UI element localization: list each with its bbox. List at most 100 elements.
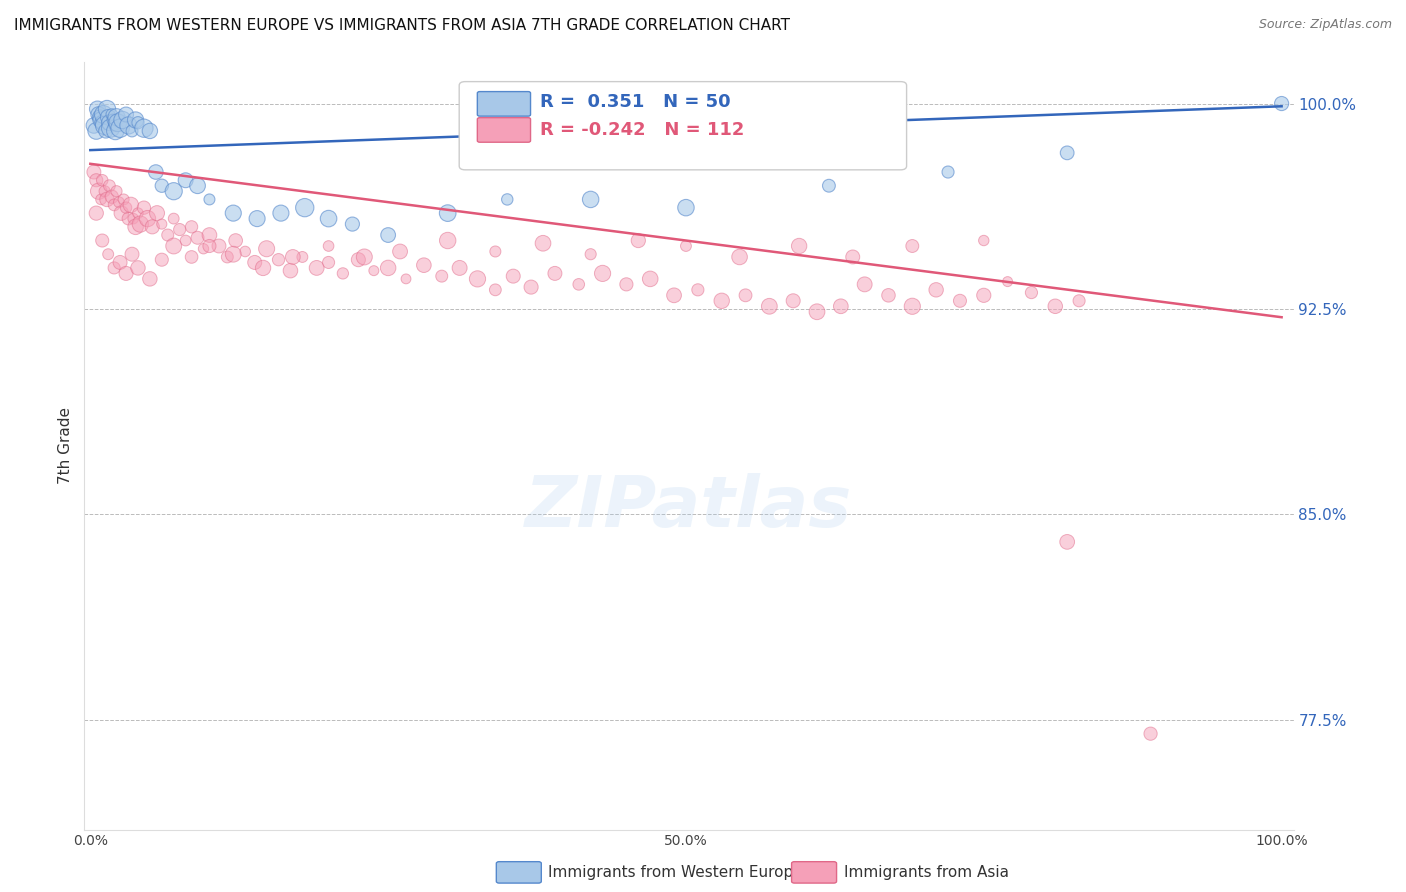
Text: Immigrants from Asia: Immigrants from Asia — [844, 865, 1008, 880]
Point — [91, 116, 114, 130]
Point — [496, 193, 519, 207]
Point — [502, 269, 524, 284]
Point — [1045, 299, 1067, 313]
Point — [973, 234, 995, 248]
FancyBboxPatch shape — [460, 81, 907, 169]
Point — [217, 250, 239, 264]
Point — [127, 260, 149, 275]
Point — [973, 288, 995, 302]
Point — [1271, 96, 1294, 111]
Point — [124, 219, 146, 234]
Point — [1056, 534, 1078, 549]
Point — [412, 258, 434, 272]
Point — [592, 266, 614, 280]
Point — [675, 201, 697, 215]
Point — [246, 211, 269, 226]
Point — [174, 173, 197, 187]
Point — [294, 201, 316, 215]
Point — [389, 244, 412, 259]
Point — [91, 173, 114, 187]
Point — [100, 189, 122, 203]
Point — [84, 124, 107, 138]
Point — [318, 211, 340, 226]
Point — [377, 227, 399, 242]
Point — [84, 173, 107, 187]
Point — [787, 239, 810, 253]
Point — [112, 193, 135, 207]
Point — [97, 110, 120, 124]
Point — [96, 193, 118, 207]
Point — [96, 102, 118, 116]
Point — [110, 206, 132, 220]
Point — [347, 252, 370, 267]
Point — [877, 288, 900, 302]
Point — [98, 178, 121, 193]
Point — [662, 288, 685, 302]
Point — [145, 165, 167, 179]
Point — [252, 260, 274, 275]
Point — [222, 206, 245, 220]
Point — [94, 124, 117, 138]
Point — [806, 304, 828, 318]
Point — [139, 272, 162, 286]
Point — [305, 260, 328, 275]
Point — [734, 288, 756, 302]
Point — [449, 260, 471, 275]
Point — [686, 283, 709, 297]
Point — [169, 222, 191, 236]
Point — [1139, 726, 1161, 740]
Point — [949, 293, 972, 308]
Text: R =  0.351   N = 50: R = 0.351 N = 50 — [540, 94, 731, 112]
Point — [86, 102, 108, 116]
Point — [111, 112, 134, 127]
Point — [997, 275, 1019, 289]
Point — [267, 252, 290, 267]
Text: R = -0.242   N = 112: R = -0.242 N = 112 — [540, 121, 745, 139]
Point — [136, 211, 159, 226]
Point — [93, 119, 115, 133]
Point — [233, 244, 256, 259]
Point — [163, 239, 186, 253]
Point — [121, 124, 143, 138]
Point — [90, 193, 112, 207]
Point — [87, 184, 110, 198]
Point — [280, 263, 302, 277]
Point — [93, 184, 115, 198]
Point — [675, 239, 697, 253]
Point — [936, 165, 959, 179]
Point — [83, 119, 105, 133]
Point — [281, 250, 304, 264]
Point — [782, 293, 804, 308]
Point — [174, 234, 197, 248]
Point — [124, 112, 146, 127]
Point — [115, 201, 138, 215]
Point — [901, 299, 924, 313]
Point — [107, 116, 129, 130]
Point — [198, 193, 221, 207]
Point — [105, 110, 128, 124]
Point — [430, 269, 453, 284]
Point — [150, 252, 173, 267]
Point — [115, 107, 138, 121]
Point — [568, 277, 591, 292]
Point — [318, 255, 340, 269]
Point — [436, 206, 458, 220]
Point — [395, 272, 418, 286]
Point — [758, 299, 780, 313]
Point — [87, 107, 110, 121]
Point — [186, 178, 208, 193]
Point — [198, 227, 221, 242]
Point — [180, 250, 202, 264]
Point — [225, 234, 247, 248]
Point — [638, 272, 661, 286]
Point — [121, 247, 143, 261]
Point — [243, 255, 266, 269]
Point — [520, 280, 543, 294]
Point — [1021, 285, 1043, 300]
Point — [579, 247, 602, 261]
Point — [120, 198, 142, 212]
Point — [103, 119, 125, 133]
Point — [363, 263, 385, 277]
Point — [270, 206, 292, 220]
Point — [436, 234, 458, 248]
